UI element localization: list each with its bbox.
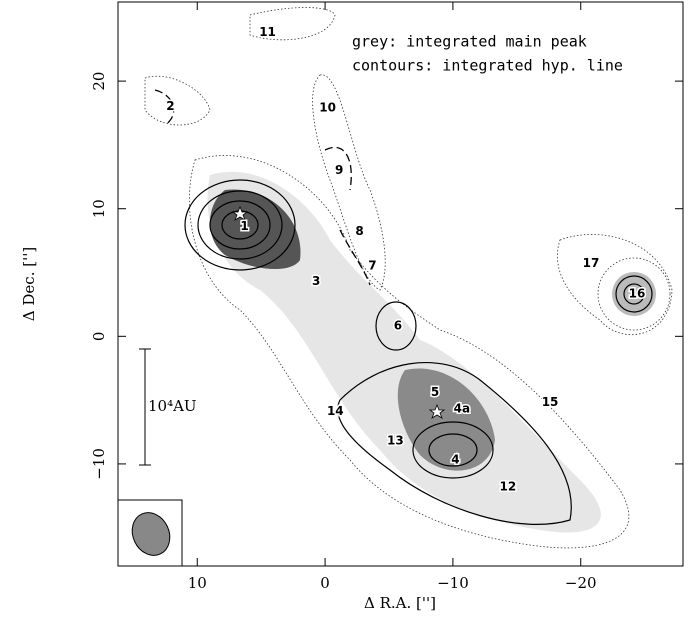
- contour-line: [197, 190, 283, 260]
- y-tick-label: 0: [90, 332, 108, 342]
- grey-peak: [397, 368, 495, 471]
- grey-emission: [207, 171, 601, 533]
- contour-line: [615, 275, 653, 313]
- contour-line: [337, 361, 572, 525]
- contour-line: [623, 283, 645, 305]
- emission-map: [144, 7, 673, 549]
- contour-line: [412, 421, 494, 479]
- contour-line: [184, 179, 296, 271]
- contour-line: [209, 200, 271, 250]
- contour-line: [312, 74, 386, 291]
- source-label: 2: [166, 99, 174, 113]
- y-tick-label: 20: [90, 72, 108, 91]
- annotation: grey: integrated main peak: [352, 33, 587, 51]
- annotation: contours: integrated hyp. line: [352, 57, 623, 75]
- source-label: 4a: [454, 402, 470, 416]
- x-tick-label: 10: [188, 574, 207, 592]
- contour-line: [557, 234, 673, 335]
- plot-frame: [117, 1, 684, 567]
- x-tick-label: 0: [320, 574, 330, 592]
- source-label: 15: [542, 395, 559, 409]
- contour-line: [189, 155, 630, 549]
- contour-line: [428, 433, 478, 467]
- star-marker: [428, 403, 446, 419]
- contour-line: [249, 7, 336, 41]
- y-tick-label: 10: [90, 199, 108, 218]
- source-label: 16: [629, 287, 646, 301]
- contour-line: [597, 257, 671, 331]
- source-label: 7: [368, 259, 376, 273]
- source-label: 6: [394, 319, 402, 333]
- source-label: 4: [451, 453, 459, 467]
- contour-line: [154, 89, 371, 286]
- x-tick-label: −10: [437, 574, 469, 592]
- source-label: 1: [240, 219, 248, 233]
- star-marker: [231, 205, 249, 221]
- y-axis-label: Δ Dec. ['']: [20, 247, 38, 321]
- source-label: 14: [327, 404, 344, 418]
- source-label: 3: [312, 274, 320, 288]
- scale-bar-label: 10⁴AU: [148, 397, 197, 415]
- y-tick-label: −10: [90, 448, 108, 480]
- source-label: 10: [319, 100, 336, 114]
- source-label: 5: [431, 385, 439, 399]
- x-tick-label: −20: [565, 574, 597, 592]
- grey-peak: [612, 272, 656, 316]
- source-label: 8: [355, 224, 363, 238]
- contour-line: [375, 301, 417, 351]
- x-axis-label: Δ R.A. ['']: [364, 594, 436, 612]
- contour-line: [144, 75, 211, 126]
- beam: [131, 512, 171, 556]
- source-label: 17: [583, 256, 600, 270]
- source-label: 11: [259, 25, 276, 39]
- source-label: 12: [500, 479, 517, 493]
- source-label: 9: [335, 163, 343, 177]
- source-label: 13: [387, 433, 404, 447]
